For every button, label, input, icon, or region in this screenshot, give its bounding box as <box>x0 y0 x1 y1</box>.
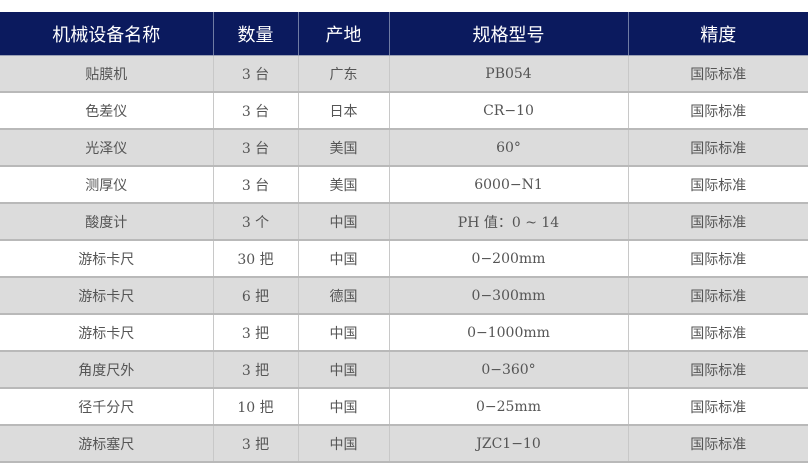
cell-model: PH 值：0 ~ 14 <box>389 203 629 241</box>
cell-origin: 中国 <box>298 388 390 426</box>
cell-origin: 中国 <box>298 351 390 389</box>
table-row: 游标卡尺 30 把中国 0−200mm 国际标准 <box>0 240 808 278</box>
cell-name: 酸度计 <box>0 203 214 241</box>
table-row: 酸度计 3 个中国 PH 值：0 ~ 14 国际标准 <box>0 203 808 241</box>
header-model: 规格型号 <box>389 12 629 56</box>
cell-name: 光泽仪 <box>0 129 214 167</box>
table-row: 游标塞尺 3 把中国 JZC1−10 国际标准 <box>0 425 808 463</box>
header-precision: 精度 <box>628 12 808 56</box>
cell-name: 色差仪 <box>0 92 214 130</box>
cell-origin: 中国 <box>298 425 390 463</box>
table-row: 径千分尺 10 把中国 0−25mm 国际标准 <box>0 388 808 426</box>
cell-name: 游标塞尺 <box>0 425 214 463</box>
cell-quantity: 3 把 <box>213 425 299 463</box>
header-name: 机械设备名称 <box>0 12 214 56</box>
cell-quantity: 3 台 <box>213 129 299 167</box>
cell-quantity: 3 把 <box>213 351 299 389</box>
cell-precision: 国际标准 <box>628 314 808 352</box>
equipment-table: 机械设备名称 数量 产地 规格型号 精度 贴膜机 3 台广东 PB054 国际标准 色差仪 3 台… <box>0 12 808 463</box>
table-row: 贴膜机 3 台广东 PB054 国际标准 <box>0 55 808 93</box>
cell-origin: 中国 <box>298 203 390 241</box>
header-quantity: 数量 <box>213 12 299 56</box>
cell-model: 0−200mm <box>389 240 629 278</box>
cell-precision: 国际标准 <box>628 129 808 167</box>
cell-model: CR−10 <box>389 92 629 130</box>
cell-origin: 广东 <box>298 55 390 93</box>
cell-precision: 国际标准 <box>628 55 808 93</box>
table-row: 测厚仪 3 台美国 6000−N1 国际标准 <box>0 166 808 204</box>
cell-origin: 日本 <box>298 92 390 130</box>
cell-quantity: 6 把 <box>213 277 299 315</box>
cell-model: 0−360° <box>389 351 629 389</box>
cell-precision: 国际标准 <box>628 277 808 315</box>
cell-quantity: 30 把 <box>213 240 299 278</box>
cell-origin: 美国 <box>298 166 390 204</box>
header-origin: 产地 <box>298 12 390 56</box>
cell-name: 角度尺外 <box>0 351 214 389</box>
table-row: 光泽仪 3 台美国 60° 国际标准 <box>0 129 808 167</box>
cell-precision: 国际标准 <box>628 388 808 426</box>
cell-model: 60° <box>389 129 629 167</box>
cell-precision: 国际标准 <box>628 203 808 241</box>
cell-precision: 国际标准 <box>628 166 808 204</box>
cell-name: 测厚仪 <box>0 166 214 204</box>
cell-precision: 国际标准 <box>628 240 808 278</box>
cell-precision: 国际标准 <box>628 92 808 130</box>
cell-name: 贴膜机 <box>0 55 214 93</box>
cell-quantity: 3 个 <box>213 203 299 241</box>
cell-model: JZC1−10 <box>389 425 629 463</box>
cell-model: 0−25mm <box>389 388 629 426</box>
cell-name: 径千分尺 <box>0 388 214 426</box>
cell-name: 游标卡尺 <box>0 314 214 352</box>
cell-origin: 德国 <box>298 277 390 315</box>
cell-model: 0−1000mm <box>389 314 629 352</box>
cell-quantity: 3 台 <box>213 166 299 204</box>
cell-model: 6000−N1 <box>389 166 629 204</box>
table-row: 角度尺外 3 把中国 0−360° 国际标准 <box>0 351 808 389</box>
cell-quantity: 3 把 <box>213 314 299 352</box>
cell-precision: 国际标准 <box>628 425 808 463</box>
cell-precision: 国际标准 <box>628 351 808 389</box>
cell-quantity: 3 台 <box>213 92 299 130</box>
cell-quantity: 3 台 <box>213 55 299 93</box>
header-row: 机械设备名称 数量 产地 规格型号 精度 <box>0 12 808 56</box>
cell-model: 0−300mm <box>389 277 629 315</box>
table-row: 游标卡尺 6 把德国 0−300mm 国际标准 <box>0 277 808 315</box>
cell-origin: 中国 <box>298 314 390 352</box>
cell-origin: 美国 <box>298 129 390 167</box>
cell-quantity: 10 把 <box>213 388 299 426</box>
cell-model: PB054 <box>389 55 629 93</box>
cell-name: 游标卡尺 <box>0 277 214 315</box>
cell-name: 游标卡尺 <box>0 240 214 278</box>
table-row: 游标卡尺 3 把中国 0−1000mm 国际标准 <box>0 314 808 352</box>
cell-origin: 中国 <box>298 240 390 278</box>
table-row: 色差仪 3 台日本 CR−10 国际标准 <box>0 92 808 130</box>
